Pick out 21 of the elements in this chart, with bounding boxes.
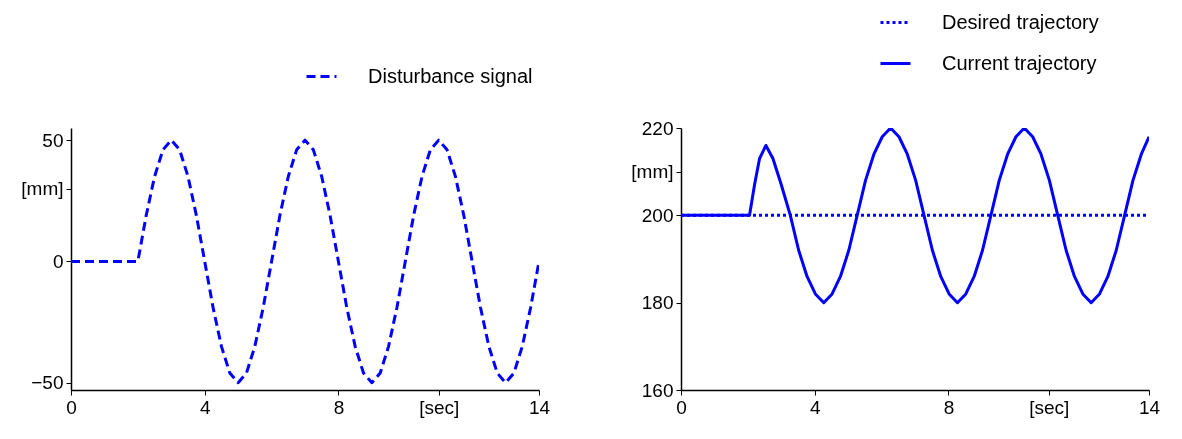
legend-label: Desired trajectory (942, 10, 1099, 33)
x-tick-label: 14 (1138, 396, 1161, 418)
x-tick-label: 8 (943, 396, 955, 418)
y-tick-label: [mm] (21, 178, 64, 200)
x-tick-label: [sec] (1029, 396, 1070, 418)
line-series (71, 138, 539, 385)
legend-label: Disturbance signal (368, 64, 533, 87)
y-tick-label: [mm] (631, 161, 674, 183)
x-tick-label: [sec] (419, 396, 460, 418)
y-tick-label: 180 (641, 292, 674, 314)
y-tick-label: 200 (641, 204, 674, 226)
y-tick-label: 220 (641, 117, 674, 139)
y-tick-label: 50 (42, 129, 64, 151)
x-tick-label: 8 (333, 396, 345, 418)
x-tick-label: 14 (528, 396, 551, 418)
x-tick-label: 4 (199, 396, 211, 418)
y-tick-label: 0 (52, 250, 64, 272)
y-tick-label: −50 (31, 372, 64, 394)
x-tick-label: 4 (809, 396, 821, 418)
y-tick-label: 160 (641, 379, 674, 401)
legend-label: Current trajectory (942, 51, 1097, 74)
